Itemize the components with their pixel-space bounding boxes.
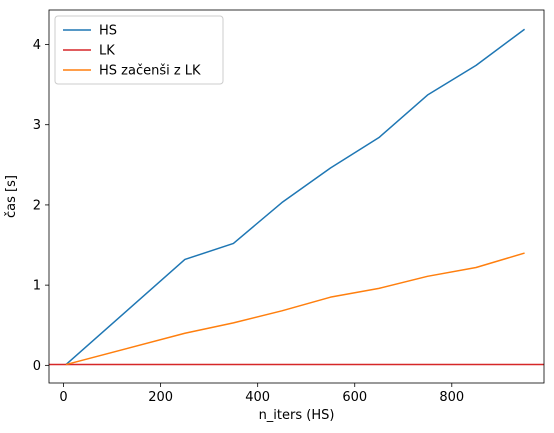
series-line-hs-zacensi-z-lk: [65, 252, 525, 366]
y-tick-label: 4: [33, 38, 41, 53]
y-axis-label: čas [s]: [4, 175, 19, 218]
x-tick-label: 200: [148, 390, 173, 405]
y-tick-label: 2: [33, 198, 41, 213]
axes: 0 200 400 600 800 0 1 2 3 4: [33, 9, 545, 405]
plot-area: [49, 28, 544, 366]
legend-box: [54, 15, 224, 85]
legend-label: HS: [99, 24, 117, 39]
x-tick-label: 400: [245, 390, 270, 405]
y-tick-label: 3: [33, 118, 41, 133]
x-tick-label: 600: [342, 390, 367, 405]
x-axis-label: n_iters (HS): [259, 408, 335, 423]
x-tick-label: 800: [439, 390, 464, 405]
axes-frame: [48, 9, 545, 384]
y-tick-label: 0: [33, 359, 41, 374]
legend-label: HS začenši z LK: [99, 64, 201, 79]
y-tick-label: 1: [33, 279, 41, 294]
legend-label: LK: [99, 44, 115, 59]
x-tick-label: 0: [59, 390, 67, 405]
legend: HS LK HS začenši z LK: [54, 15, 224, 85]
series-line-hs: [65, 28, 526, 366]
